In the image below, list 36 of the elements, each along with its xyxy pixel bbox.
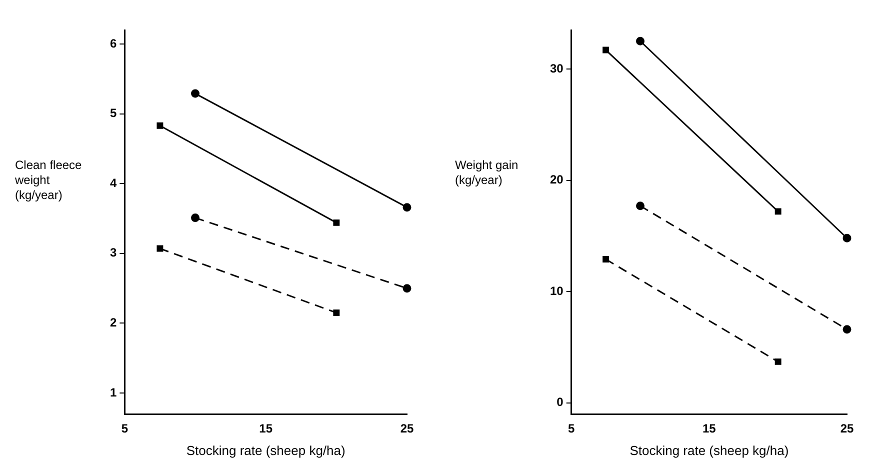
point: [333, 310, 340, 316]
x-axis-title: Stocking rate (sheep kg/ha): [186, 442, 346, 458]
point: [842, 234, 852, 242]
point: [774, 358, 782, 365]
point: [636, 202, 645, 210]
point: [602, 256, 610, 263]
x-tick-label: 25: [400, 422, 414, 436]
y-tick-label: 5: [110, 106, 117, 120]
x-tick-label: 15: [259, 422, 273, 436]
y-axis-title: Weight gain (kg/year): [455, 158, 520, 188]
y-tick-label: 4: [110, 176, 117, 190]
point: [636, 36, 645, 46]
x-tick-label: 15: [702, 422, 716, 436]
y-tick-label: 3: [110, 246, 117, 260]
y-tick-label: 30: [550, 61, 564, 76]
y-axis-title: Clean fleece weight (kg/year): [15, 158, 83, 203]
x-tick-label: 25: [840, 422, 854, 436]
point: [402, 284, 412, 293]
y-tick-label: 0: [556, 395, 564, 410]
point: [156, 245, 164, 252]
point: [191, 89, 200, 98]
y-tick-label: 2: [110, 316, 117, 330]
y-tick-label: 6: [110, 36, 117, 50]
x-axis-title: Stocking rate (sheep kg/ha): [630, 442, 789, 458]
y-tick-label: 10: [550, 284, 564, 298]
point: [774, 208, 782, 215]
y-tick-label: 20: [550, 172, 564, 187]
x-tick-label: 5: [568, 422, 576, 436]
point: [602, 46, 610, 54]
point: [842, 325, 852, 334]
y-tick-label: 1: [110, 385, 117, 400]
point: [333, 219, 340, 226]
point: [156, 122, 164, 129]
x-tick-label: 5: [121, 422, 128, 436]
point: [191, 214, 200, 222]
point: [402, 203, 412, 212]
